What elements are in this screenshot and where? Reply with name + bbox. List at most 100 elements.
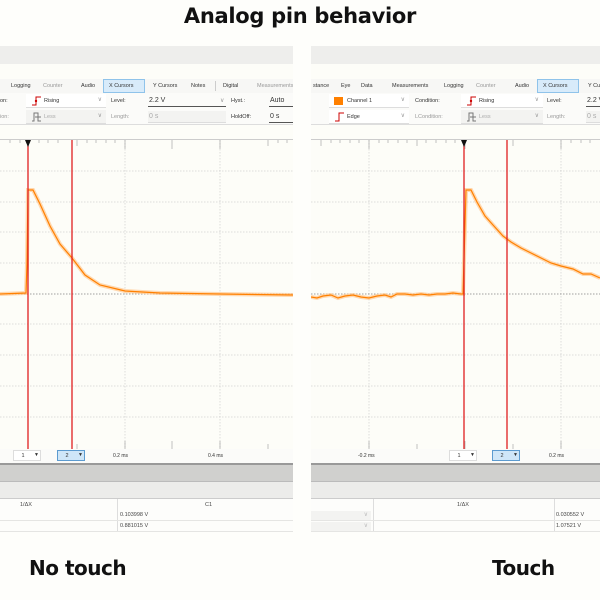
tab-digital[interactable]: Digital — [223, 83, 239, 89]
lcondition-dropdown[interactable]: Less ∨ — [26, 110, 106, 124]
row-label: on: — [0, 98, 8, 104]
oscilloscope-plot[interactable] — [0, 139, 293, 450]
table-row: 0.103998 V — [0, 510, 293, 521]
trigger-row-2: Edge ∨ LCondition: Less ∨ Length: 0 s — [311, 109, 600, 125]
level-label: Level: — [111, 98, 126, 104]
waveform-chart — [311, 140, 600, 450]
cursor-2-value: 0.881015 V — [120, 523, 149, 529]
x-tick-label: 0.2 ms — [549, 453, 565, 459]
lcondition-label: LCondition: — [415, 114, 443, 120]
source-dropdown[interactable]: Channel 1 ∨ — [329, 94, 409, 108]
tab-measurements[interactable]: Measurements — [257, 83, 293, 89]
tab-audio[interactable]: Audio — [81, 83, 96, 89]
tab-audio[interactable]: Audio — [515, 83, 530, 89]
length-label: Length: — [547, 114, 566, 120]
chevron-down-icon[interactable]: ∨ — [220, 98, 225, 104]
length-label: Length: — [111, 114, 130, 120]
chevron-down-icon: ∨ — [97, 113, 102, 119]
holdoff-label: HoldOff: — [231, 114, 252, 120]
channel-color-swatch — [334, 97, 343, 105]
top-strip — [0, 46, 293, 64]
cursor-2-spinner[interactable]: 2 ▼ — [57, 450, 85, 461]
chevron-down-icon: ∨ — [400, 97, 405, 103]
tab-impedance[interactable]: stance — [313, 83, 330, 89]
tab-divider — [215, 81, 216, 91]
tab-logging[interactable]: Logging — [11, 83, 31, 89]
column-header-dx: 1/ΔX — [457, 502, 469, 508]
dropdown-arrow-icon[interactable]: ▼ — [470, 452, 475, 458]
tab-bar: stance Eye Data Measurements Logging Cou… — [311, 79, 600, 93]
tab-logging[interactable]: Logging — [444, 83, 464, 89]
disabled-dropdown[interactable]: ∨ — [311, 522, 371, 531]
chevron-down-icon: ∨ — [97, 97, 102, 103]
trigger-row-2: ion: Less ∨ Length: 0 s HoldOff: 0 s — [0, 109, 293, 125]
chevron-down-icon: ∨ — [400, 113, 405, 119]
condition-dropdown[interactable]: Rising ∨ — [26, 94, 106, 108]
oscilloscope-plot[interactable] — [311, 139, 600, 450]
caption-no-touch: No touch — [29, 556, 127, 580]
panel-toolbar — [311, 481, 600, 498]
row-label: ion: — [0, 114, 9, 120]
cursor-2-value: 1.07521 V — [556, 523, 582, 529]
tab-y-cursors[interactable]: Y Cursors — [153, 83, 178, 89]
measurements-table: 1/ΔX C1 0.103998 V 0.881015 V — [0, 498, 293, 532]
x-tick-label: 0.4 ms — [208, 453, 224, 459]
pulse-less-icon — [467, 112, 476, 122]
tab-measurements[interactable]: Measurements — [392, 83, 429, 89]
length-input[interactable]: 0 s — [586, 111, 600, 123]
edge-icon — [335, 112, 344, 122]
cursor-1-value: 0.030552 V — [556, 512, 585, 518]
rising-edge-icon — [467, 96, 476, 106]
table-row: 0.881015 V — [0, 521, 293, 532]
table-row: ∨ 1.07521 V — [311, 521, 600, 532]
splitter-bar[interactable] — [311, 463, 600, 481]
column-header-c1: C1 — [205, 502, 213, 508]
tab-counter[interactable]: Counter — [43, 83, 63, 89]
lcondition-dropdown[interactable]: Less ∨ — [461, 110, 543, 124]
cursor-1-spinner[interactable]: 1 ▼ — [13, 450, 41, 461]
chevron-down-icon: ∨ — [534, 113, 539, 119]
dropdown-arrow-icon[interactable]: ▼ — [78, 452, 83, 458]
x-axis-bar: -0.2 ms 1 ▼ 2 ▼ 0.2 ms — [311, 449, 600, 463]
trigger-marker-icon — [25, 140, 31, 147]
cursor-1-spinner[interactable]: 1 ▼ — [449, 450, 477, 461]
level-input[interactable]: 2.2 V — [148, 95, 226, 107]
scope-panel-no-touch: Logging Counter Audio X Cursors Y Cursor… — [0, 46, 293, 532]
dropdown-arrow-icon[interactable]: ▼ — [34, 452, 39, 458]
cursor-1-value: 0.103998 V — [120, 512, 149, 518]
splitter-bar[interactable] — [0, 463, 293, 481]
trigger-row-1: on: Rising ∨ Level: 2.2 V ∨ Hyst.: Auto — [0, 93, 293, 109]
pulse-less-icon — [32, 112, 41, 122]
type-dropdown[interactable]: Edge ∨ — [329, 110, 409, 124]
length-input[interactable]: 0 s — [148, 111, 226, 123]
rising-edge-icon — [32, 96, 41, 106]
trigger-row-1: Channel 1 ∨ Condition: Rising ∨ Level: 2… — [311, 93, 600, 109]
caption-touch: Touch — [492, 556, 555, 580]
tab-notes[interactable]: Notes — [191, 83, 206, 89]
measurements-table: 1/ΔX ∨ 0.030552 V ∨ 1.07521 V — [311, 498, 600, 532]
level-label: Level: — [547, 98, 562, 104]
tab-y-cursors[interactable]: Y Cursors — [588, 83, 600, 89]
tab-data[interactable]: Data — [361, 83, 373, 89]
tab-x-cursors[interactable]: X Cursors — [103, 79, 145, 93]
chevron-down-icon: ∨ — [534, 97, 539, 103]
condition-dropdown[interactable]: Rising ∨ — [461, 94, 543, 108]
chevron-down-icon: ∨ — [363, 512, 368, 518]
tab-eye[interactable]: Eye — [341, 83, 351, 89]
page-title: Analog pin behavior — [183, 4, 417, 28]
hyst-input[interactable]: Auto — [269, 95, 293, 107]
tab-bar: Logging Counter Audio X Cursors Y Cursor… — [0, 79, 293, 93]
tab-x-cursors[interactable]: X Cursors — [537, 79, 579, 93]
cursor-2-spinner[interactable]: 2 ▼ — [492, 450, 520, 461]
trigger-marker-icon — [461, 140, 467, 147]
waveform-chart — [0, 140, 293, 450]
panel-toolbar — [0, 481, 293, 498]
dropdown-arrow-icon[interactable]: ▼ — [513, 452, 518, 458]
tab-counter[interactable]: Counter — [476, 83, 496, 89]
x-tick-label: -0.2 ms — [358, 453, 375, 459]
condition-label: Condition: — [415, 98, 440, 104]
level-input[interactable]: 2.2 V — [586, 95, 600, 107]
holdoff-input[interactable]: 0 s — [269, 111, 293, 123]
column-header-dx: 1/ΔX — [20, 502, 32, 508]
disabled-dropdown[interactable]: ∨ — [311, 511, 371, 520]
